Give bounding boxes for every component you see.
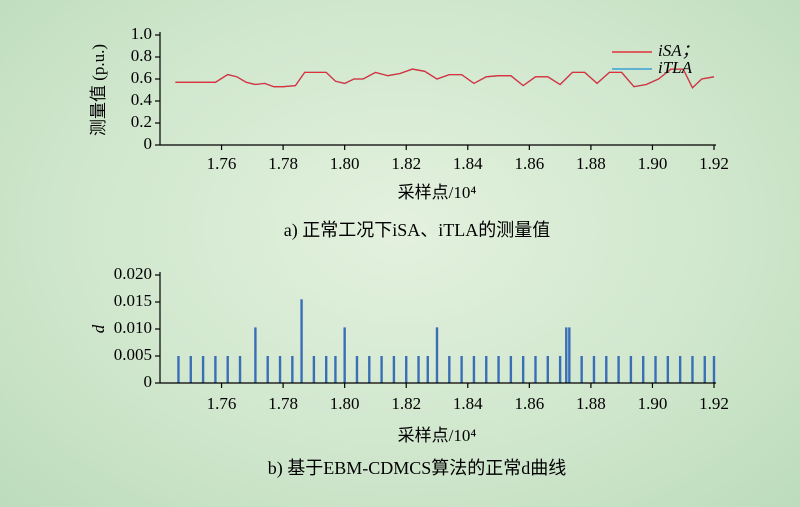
x-tick-label: 1.88 <box>576 154 606 173</box>
data-line <box>175 68 715 89</box>
legend-label: iTLA <box>658 58 693 77</box>
bar <box>392 356 396 383</box>
bar <box>355 356 359 383</box>
x-tick-label: 1.78 <box>268 154 298 173</box>
x-tick-label: 1.88 <box>576 394 606 413</box>
bar <box>448 356 451 383</box>
legend-label: iSA； <box>658 41 699 60</box>
y-tick-label: 0.010 <box>114 318 152 337</box>
x-tick-label: 1.90 <box>638 394 668 413</box>
bar <box>712 356 716 383</box>
bar <box>405 356 408 383</box>
x-tick-label: 1.86 <box>514 394 544 413</box>
bar <box>325 356 328 383</box>
bar <box>534 356 537 383</box>
y-tick-label: 0.005 <box>114 345 152 364</box>
bar <box>521 356 525 383</box>
bar <box>472 356 476 383</box>
y-tick-label: 0.2 <box>131 112 152 131</box>
y-tick-label: 1.0 <box>131 24 152 43</box>
x-tick-label: 1.86 <box>514 154 544 173</box>
bar <box>629 356 633 383</box>
y-tick-label: 0 <box>144 134 153 153</box>
bar <box>368 356 371 383</box>
bar <box>580 356 583 383</box>
bar <box>380 356 383 383</box>
bar <box>642 356 645 383</box>
y-tick-label: 0.4 <box>131 90 153 109</box>
bar <box>485 356 488 383</box>
x-tick-label: 1.78 <box>268 394 298 413</box>
x-axis-label: 采样点/10⁴ <box>398 183 477 202</box>
y-tick-label: 0.015 <box>114 291 152 310</box>
y-axis-label: 测量值 (p.u.) <box>89 44 108 136</box>
bar <box>460 356 463 383</box>
bar <box>568 327 571 383</box>
bar <box>497 356 500 383</box>
bar <box>278 356 282 383</box>
x-tick-label: 1.92 <box>699 394 729 413</box>
x-tick-label: 1.84 <box>453 394 483 413</box>
bar <box>703 356 706 383</box>
bar <box>291 356 294 383</box>
bar <box>177 356 180 383</box>
bar <box>426 356 429 383</box>
bar <box>509 356 513 383</box>
y-tick-label: 0.8 <box>131 46 152 65</box>
y-tick-label: 0.6 <box>131 68 152 87</box>
x-axis-label: 采样点/10⁴ <box>398 426 477 445</box>
caption: b) 基于EBM-CDMCS算法的正常d曲线 <box>268 458 567 479</box>
y-axis-label: d <box>89 324 108 333</box>
bar <box>300 299 303 383</box>
bar <box>334 356 337 383</box>
bar <box>666 356 670 383</box>
x-tick-label: 1.80 <box>330 154 360 173</box>
bar <box>435 327 439 383</box>
bar <box>565 327 568 383</box>
bar <box>605 356 608 383</box>
bar <box>226 356 229 383</box>
bar <box>214 356 217 383</box>
x-tick-label: 1.80 <box>330 394 360 413</box>
x-tick-label: 1.92 <box>699 154 729 173</box>
bar <box>266 356 269 383</box>
x-tick-label: 1.76 <box>207 154 237 173</box>
bar <box>617 356 620 383</box>
x-tick-label: 1.82 <box>391 154 421 173</box>
bar <box>678 356 682 383</box>
x-tick-label: 1.90 <box>638 154 668 173</box>
y-tick-label: 0.020 <box>114 264 152 283</box>
bar <box>592 356 596 383</box>
bar <box>312 356 316 383</box>
caption: a) 正常工况下iSA、iTLA的测量值 <box>284 220 550 241</box>
x-tick-label: 1.82 <box>391 394 421 413</box>
bar <box>546 356 549 383</box>
x-tick-label: 1.76 <box>207 394 237 413</box>
bar <box>238 356 242 383</box>
bar <box>201 356 205 383</box>
bar <box>189 356 192 383</box>
x-tick-label: 1.84 <box>453 154 483 173</box>
y-tick-label: 0 <box>144 372 153 391</box>
bar <box>558 356 562 383</box>
bar <box>254 327 257 383</box>
bar <box>654 356 657 383</box>
bar <box>691 356 694 383</box>
bar <box>343 327 346 383</box>
bar <box>417 356 420 383</box>
